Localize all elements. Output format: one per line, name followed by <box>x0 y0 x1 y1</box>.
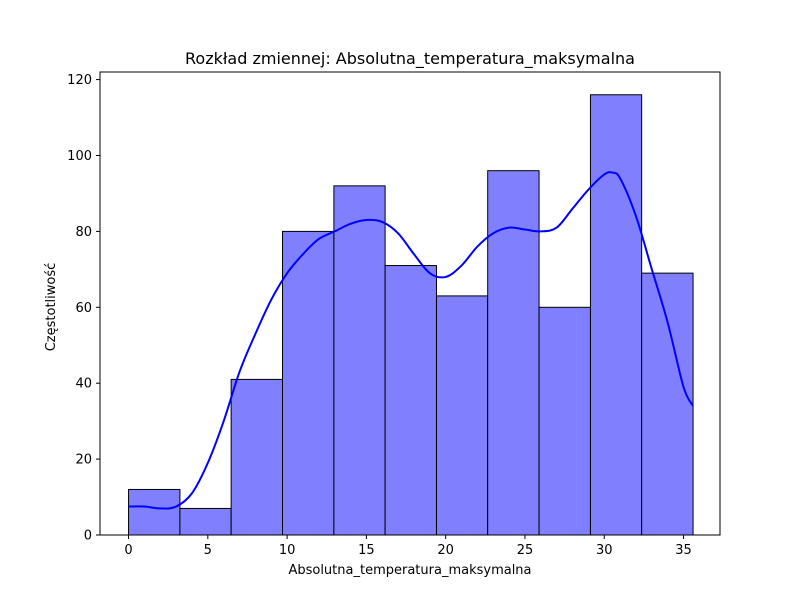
x-tick-label: 35 <box>675 543 692 558</box>
histogram-bar <box>435 295 489 536</box>
y-tick-label: 40 <box>75 377 92 392</box>
x-tick-label: 25 <box>517 543 534 558</box>
y-tick-label: 20 <box>75 453 92 468</box>
histogram-bar <box>538 306 591 536</box>
histogram-bar <box>589 94 643 536</box>
chart-title: Rozkład zmiennej: Absolutna_temperatura_… <box>185 49 635 69</box>
y-tick-label: 80 <box>75 225 92 240</box>
y-tick-label: 120 <box>67 73 92 88</box>
bars-layer <box>128 94 694 536</box>
histogram-bar <box>179 507 232 536</box>
y-tick-label: 60 <box>75 301 92 316</box>
x-tick-label: 5 <box>204 543 212 558</box>
histogram-bar <box>487 170 540 536</box>
y-tick-label: 0 <box>84 529 92 544</box>
kde-curve <box>128 171 694 510</box>
x-tick-label: 20 <box>437 543 454 558</box>
y-tick-label: 100 <box>67 149 92 164</box>
histogram-bar <box>641 272 694 536</box>
x-tick-label: 15 <box>358 543 375 558</box>
histogram-bar <box>128 488 181 536</box>
x-tick-label: 30 <box>596 543 613 558</box>
ticks-layer: 0 5 10 15 20 25 30 35 0 20 40 60 80 100 120 <box>67 73 692 558</box>
histogram-bar <box>230 378 284 536</box>
axes-layer <box>99 71 721 536</box>
x-tick-label: 10 <box>279 543 296 558</box>
histogram-bar <box>333 185 386 536</box>
x-axis-title: Absolutna_temperatura_maksymalna <box>288 563 531 578</box>
plot-frame <box>99 71 721 536</box>
x-tick-label: 0 <box>124 543 132 558</box>
y-axis-title: Częstotliwość <box>44 263 59 352</box>
histogram-bar <box>282 230 335 536</box>
kde-layer <box>128 171 694 510</box>
histogram-bar <box>384 265 437 536</box>
